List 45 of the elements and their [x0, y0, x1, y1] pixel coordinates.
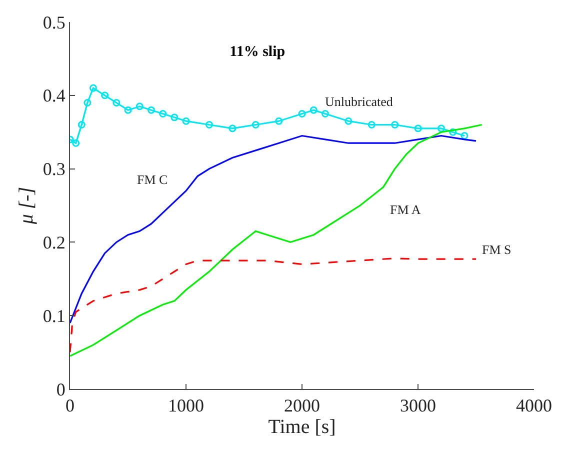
point — [414, 124, 422, 132]
point — [78, 121, 86, 129]
y-tick-label: 0.5 — [42, 12, 66, 32]
x-axis-title: Time [s] — [268, 416, 336, 438]
point — [310, 106, 318, 114]
x-tick-label: 4000 — [516, 396, 552, 416]
line-series — [70, 258, 477, 354]
y-tick-label: 0.2 — [42, 232, 66, 252]
point — [182, 117, 190, 125]
point — [84, 98, 92, 106]
x-tick-label: 1000 — [168, 396, 204, 416]
point — [298, 110, 306, 118]
point — [170, 114, 178, 122]
point — [275, 117, 283, 125]
line-series — [70, 124, 483, 357]
point — [205, 121, 213, 129]
point — [449, 128, 457, 136]
point — [460, 132, 468, 140]
y-tick-label: 0.4 — [42, 86, 66, 106]
point — [112, 98, 120, 106]
point — [89, 84, 97, 92]
point — [368, 121, 376, 129]
y-tick-label: 0.3 — [42, 159, 66, 180]
point — [437, 124, 445, 132]
point — [391, 121, 399, 129]
text: 11% slip — [230, 44, 286, 60]
point — [159, 110, 167, 118]
x-tick-label: 3000 — [400, 396, 436, 416]
point — [252, 121, 260, 129]
x-tick-label: 2000 — [284, 396, 320, 416]
point — [72, 139, 80, 147]
point — [101, 92, 109, 100]
series-label: Unlubricated — [325, 94, 394, 109]
y-tick-label: 0.1 — [42, 306, 66, 326]
series-label: FM C — [137, 172, 168, 187]
point — [136, 102, 144, 110]
point — [147, 106, 155, 114]
series-label: FM S — [482, 242, 512, 257]
point — [344, 117, 352, 125]
point — [228, 124, 236, 132]
point — [124, 106, 132, 114]
series-label: FM A — [390, 202, 422, 217]
y-tick-label: 0 — [56, 379, 66, 400]
y-axis-title: μ [-] — [15, 186, 38, 226]
point — [321, 110, 329, 118]
